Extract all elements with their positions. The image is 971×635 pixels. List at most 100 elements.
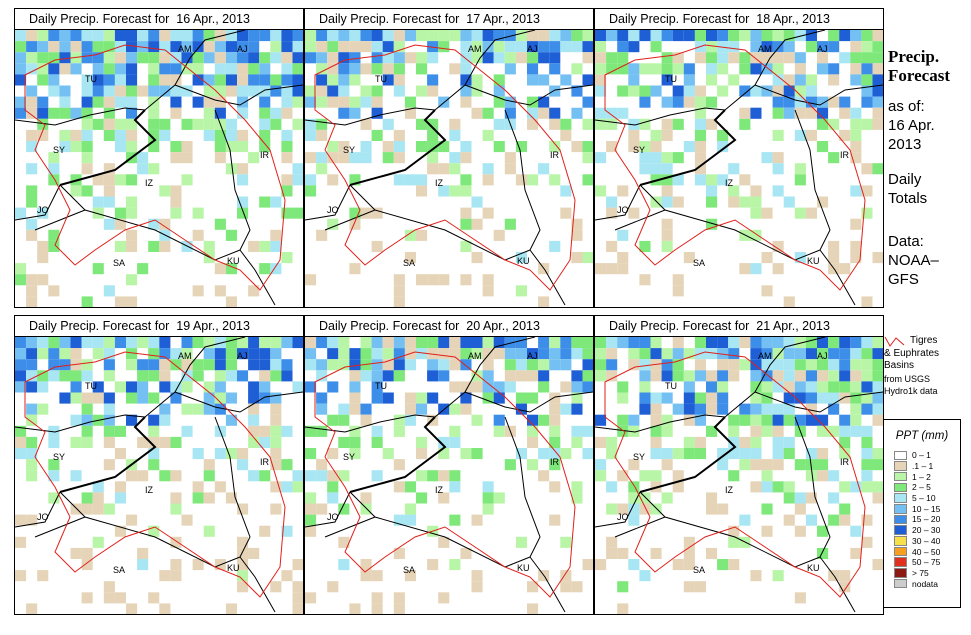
- precip-cell: [571, 141, 583, 153]
- country-border: [305, 107, 436, 126]
- precip-cell: [761, 470, 773, 482]
- precip-cell: [504, 96, 516, 108]
- precip-cell: [170, 436, 182, 448]
- precip-cell: [126, 63, 138, 75]
- precip-cell: [527, 459, 539, 471]
- precip-cell: [606, 63, 618, 75]
- precip-cell: [126, 141, 138, 153]
- precip-cell: [504, 52, 516, 64]
- precip-cell: [538, 30, 550, 42]
- precip-cell: [81, 163, 93, 175]
- precip-cell: [248, 240, 260, 252]
- precip-cell: [338, 414, 350, 426]
- precip-cell: [828, 118, 840, 130]
- precip-cell: [114, 481, 126, 493]
- precip-cell: [360, 63, 372, 75]
- precip-cell: [26, 229, 38, 241]
- precip-cell: [739, 174, 751, 186]
- legend-item: 2 – 5: [894, 482, 940, 493]
- precip-cell: [772, 30, 784, 42]
- precip-cell: [114, 63, 126, 75]
- precip-cell: [839, 436, 851, 448]
- precip-cell: [360, 152, 372, 164]
- precip-cell: [482, 370, 494, 382]
- precip-cell: [170, 196, 182, 208]
- precip-cell: [305, 381, 317, 393]
- precip-cell: [338, 63, 350, 75]
- precip-cell: [661, 425, 673, 437]
- country-border: [504, 416, 541, 558]
- precip-cell: [595, 74, 607, 86]
- precip-cell: [371, 85, 383, 97]
- precip-cell: [349, 448, 361, 460]
- precip-cell: [48, 240, 60, 252]
- precip-cell: [81, 118, 93, 130]
- precip-cell: [650, 470, 662, 482]
- precip-cell: [114, 174, 126, 186]
- precip-cell: [327, 96, 339, 108]
- precip-cell: [772, 185, 784, 197]
- precip-cell: [371, 592, 383, 604]
- precip-cell: [360, 370, 372, 382]
- precip-cell: [493, 337, 505, 349]
- precip-cell: [393, 592, 405, 604]
- precip-cell: [37, 96, 49, 108]
- precip-cell: [159, 41, 171, 53]
- precip-cell: [772, 403, 784, 415]
- precip-cell: [126, 348, 138, 360]
- precip-cell: [861, 514, 873, 526]
- precip-cell: [717, 448, 729, 460]
- precip-cell: [159, 63, 171, 75]
- precip-cell: [360, 403, 372, 415]
- precip-cell: [170, 85, 182, 97]
- precip-cell: [482, 107, 494, 119]
- precip-cell: [427, 370, 439, 382]
- precip-cell: [92, 85, 104, 97]
- precip-cell: [872, 370, 883, 382]
- precip-cell: [26, 85, 38, 97]
- precip-cell: [26, 52, 38, 64]
- precip-cell: [214, 337, 226, 349]
- precip-cell: [482, 207, 494, 219]
- precip-cell: [371, 425, 383, 437]
- precip-cell: [650, 436, 662, 448]
- precip-cell: [794, 381, 806, 393]
- precip-cell: [305, 514, 317, 526]
- precip-cell: [872, 381, 883, 393]
- precip-cell: [606, 107, 618, 119]
- precip-cell: [37, 30, 49, 42]
- precip-cell: [661, 492, 673, 504]
- precip-cell: [571, 348, 583, 360]
- precip-cell: [783, 107, 795, 119]
- precip-cell: [349, 381, 361, 393]
- precip-cell: [761, 152, 773, 164]
- precip-cell: [706, 392, 718, 404]
- precip-cell: [872, 85, 883, 97]
- precip-cell: [861, 185, 873, 197]
- precip-cell: [706, 425, 718, 437]
- precip-cell: [126, 274, 138, 286]
- precip-cell: [371, 41, 383, 53]
- precip-cell: [259, 425, 271, 437]
- precip-cell: [672, 274, 684, 286]
- precip-cell: [404, 570, 416, 582]
- precip-cell: [305, 592, 317, 604]
- precip-cell: [438, 185, 450, 197]
- precip-cell: [482, 381, 494, 393]
- precip-cell: [416, 348, 428, 360]
- precip-cell: [861, 30, 873, 42]
- precip-cell: [794, 370, 806, 382]
- precip-cell: [527, 63, 539, 75]
- precip-cell: [728, 348, 740, 360]
- precip-cell: [349, 218, 361, 230]
- precip-cell: [92, 52, 104, 64]
- precip-cell: [416, 118, 428, 130]
- precip-cell: [861, 425, 873, 437]
- precip-cell: [203, 107, 215, 119]
- precip-cell: [504, 107, 516, 119]
- legend-swatch: [894, 471, 907, 482]
- precip-cell: [661, 185, 673, 197]
- precip-cell: [493, 41, 505, 53]
- precip-cell: [427, 118, 439, 130]
- precip-cell: [772, 348, 784, 360]
